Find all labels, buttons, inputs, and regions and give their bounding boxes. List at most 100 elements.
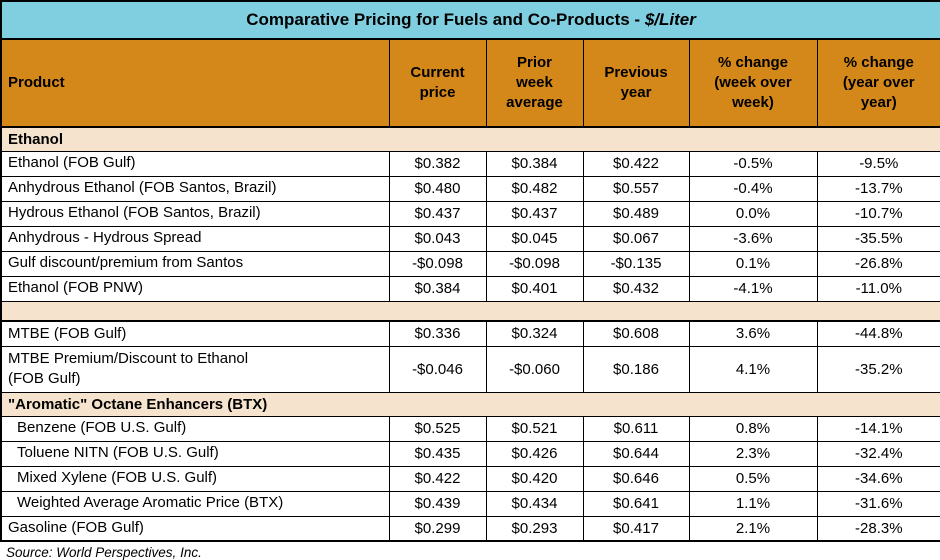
value-cell: $0.608 [582, 320, 690, 347]
column-header-pct-change-wow: % change (week over week) [688, 38, 818, 128]
value-cell: $0.646 [582, 465, 690, 492]
value-cell: -0.5% [688, 150, 818, 177]
source-note: Source: World Perspectives, Inc. [6, 545, 202, 560]
value-cell: -32.4% [816, 440, 940, 467]
value-cell: -$0.135 [582, 250, 690, 277]
value-cell: -9.5% [816, 150, 940, 177]
value-cell: $0.439 [388, 490, 487, 517]
product-cell: Ethanol (FOB Gulf) [0, 150, 390, 177]
table-row: Anhydrous Ethanol (FOB Santos, Brazil) $… [0, 175, 940, 202]
table-row: Toluene NITN (FOB U.S. Gulf) $0.435 $0.4… [0, 440, 940, 467]
table-row: Benzene (FOB U.S. Gulf) $0.525 $0.521 $0… [0, 415, 940, 442]
value-cell: 3.6% [688, 320, 818, 347]
value-cell: -$0.046 [388, 345, 487, 393]
value-cell: $0.437 [388, 200, 487, 227]
table-row: MTBE Premium/Discount to Ethanol (FOB Gu… [0, 345, 940, 393]
value-cell: -11.0% [816, 275, 940, 302]
value-cell: $0.186 [582, 345, 690, 393]
value-cell: $0.324 [485, 320, 584, 347]
value-cell: $0.434 [485, 490, 584, 517]
section-label: Ethanol [0, 126, 940, 152]
product-cell: MTBE Premium/Discount to Ethanol (FOB Gu… [0, 345, 390, 393]
value-cell: $0.420 [485, 465, 584, 492]
value-cell: $0.557 [582, 175, 690, 202]
table-row: Anhydrous - Hydrous Spread $0.043 $0.045… [0, 225, 940, 252]
table-row: Ethanol (FOB Gulf) $0.382 $0.384 $0.422 … [0, 150, 940, 177]
value-cell: -14.1% [816, 415, 940, 442]
table-row: MTBE (FOB Gulf) $0.336 $0.324 $0.608 3.6… [0, 320, 940, 347]
value-cell: $0.521 [485, 415, 584, 442]
value-cell: -26.8% [816, 250, 940, 277]
value-cell: $0.426 [485, 440, 584, 467]
pricing-table: Comparative Pricing for Fuels and Co-Pro… [0, 0, 940, 542]
value-cell: -3.6% [688, 225, 818, 252]
value-cell: -34.6% [816, 465, 940, 492]
value-cell: $0.384 [388, 275, 487, 302]
value-cell: -10.7% [816, 200, 940, 227]
column-header-row: Product Current price Prior week average… [0, 38, 940, 128]
value-cell: -28.3% [816, 515, 940, 542]
value-cell: -$0.098 [485, 250, 584, 277]
section-row-ethanol: Ethanol [0, 126, 940, 152]
product-cell: MTBE (FOB Gulf) [0, 320, 390, 347]
product-cell: Anhydrous - Hydrous Spread [0, 225, 390, 252]
product-cell: Weighted Average Aromatic Price (BTX) [0, 490, 390, 517]
value-cell: $0.382 [388, 150, 487, 177]
value-cell: $0.293 [485, 515, 584, 542]
column-header-previous-year: Previous year [582, 38, 690, 128]
value-cell: -4.1% [688, 275, 818, 302]
value-cell: $0.489 [582, 200, 690, 227]
column-header-product: Product [0, 38, 390, 128]
product-cell: Anhydrous Ethanol (FOB Santos, Brazil) [0, 175, 390, 202]
value-cell: $0.437 [485, 200, 584, 227]
value-cell: $0.480 [388, 175, 487, 202]
value-cell: 0.0% [688, 200, 818, 227]
table-row: Hydrous Ethanol (FOB Santos, Brazil) $0.… [0, 200, 940, 227]
value-cell: 0.5% [688, 465, 818, 492]
value-cell: $0.045 [485, 225, 584, 252]
value-cell: $0.067 [582, 225, 690, 252]
product-cell: Gasoline (FOB Gulf) [0, 515, 390, 542]
product-cell: Gulf discount/premium from Santos [0, 250, 390, 277]
value-cell: 0.1% [688, 250, 818, 277]
value-cell: -31.6% [816, 490, 940, 517]
table-title-main: Comparative Pricing for Fuels and Co-Pro… [246, 10, 645, 29]
table-title: Comparative Pricing for Fuels and Co-Pro… [0, 0, 940, 40]
table-row: Gasoline (FOB Gulf) $0.299 $0.293 $0.417… [0, 515, 940, 542]
table-row: Weighted Average Aromatic Price (BTX) $0… [0, 490, 940, 517]
value-cell: 2.3% [688, 440, 818, 467]
value-cell: $0.384 [485, 150, 584, 177]
value-cell: -$0.098 [388, 250, 487, 277]
value-cell: $0.641 [582, 490, 690, 517]
value-cell: $0.611 [582, 415, 690, 442]
value-cell: -35.5% [816, 225, 940, 252]
spacer-cell [0, 300, 940, 322]
value-cell: $0.043 [388, 225, 487, 252]
value-cell: -44.8% [816, 320, 940, 347]
product-cell: Benzene (FOB U.S. Gulf) [0, 415, 390, 442]
value-cell: $0.644 [582, 440, 690, 467]
value-cell: $0.417 [582, 515, 690, 542]
value-cell: $0.422 [388, 465, 487, 492]
value-cell: $0.435 [388, 440, 487, 467]
spacer-row [0, 300, 940, 322]
product-cell: Ethanol (FOB PNW) [0, 275, 390, 302]
value-cell: $0.482 [485, 175, 584, 202]
table-title-unit: $/Liter [644, 10, 696, 29]
value-cell: 1.1% [688, 490, 818, 517]
value-cell: 4.1% [688, 345, 818, 393]
value-cell: -$0.060 [485, 345, 584, 393]
column-header-pct-change-yoy: % change (year over year) [816, 38, 940, 128]
value-cell: -13.7% [816, 175, 940, 202]
table-row: Mixed Xylene (FOB U.S. Gulf) $0.422 $0.4… [0, 465, 940, 492]
table-row: Gulf discount/premium from Santos -$0.09… [0, 250, 940, 277]
product-cell: Hydrous Ethanol (FOB Santos, Brazil) [0, 200, 390, 227]
value-cell: $0.336 [388, 320, 487, 347]
value-cell: $0.401 [485, 275, 584, 302]
table-title-bar: Comparative Pricing for Fuels and Co-Pro… [0, 0, 940, 40]
value-cell: 2.1% [688, 515, 818, 542]
column-header-prior-week-average: Prior week average [485, 38, 584, 128]
table-row: Ethanol (FOB PNW) $0.384 $0.401 $0.432 -… [0, 275, 940, 302]
value-cell: 0.8% [688, 415, 818, 442]
value-cell: $0.525 [388, 415, 487, 442]
